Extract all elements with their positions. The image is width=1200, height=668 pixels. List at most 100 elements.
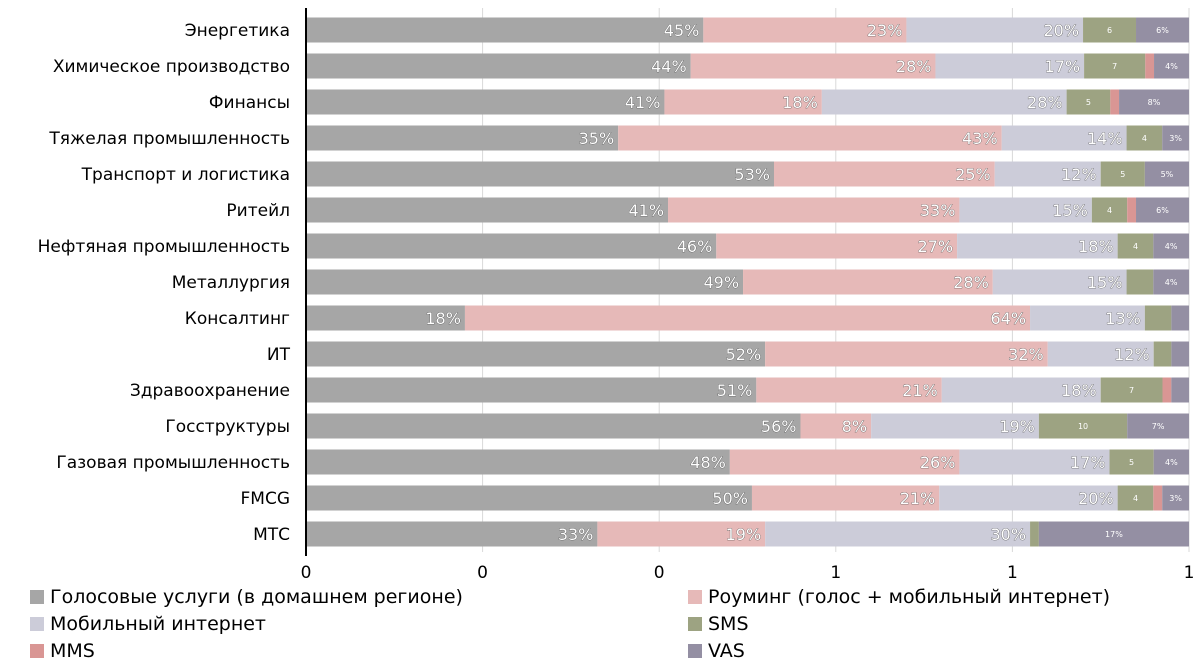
bar-segment xyxy=(306,125,619,151)
data-label: 7% xyxy=(1152,422,1165,431)
bar-segment xyxy=(743,269,993,295)
category-label: Финансы xyxy=(209,93,290,113)
data-label: 32% xyxy=(1008,345,1044,364)
data-label: 3% xyxy=(1169,494,1182,503)
bar-segment xyxy=(1171,341,1189,367)
bar-segment xyxy=(1127,413,1189,439)
data-label: 5% xyxy=(1161,170,1174,179)
bar-segment xyxy=(1171,305,1189,331)
data-label: 4% xyxy=(1165,458,1178,467)
data-label: 12% xyxy=(1114,345,1150,364)
bar-segment xyxy=(941,377,1101,403)
data-label: 50% xyxy=(712,489,748,508)
x-tick-label: 0 xyxy=(301,563,312,583)
data-label: 45% xyxy=(664,21,700,40)
stacked-bar-chart: 45% 23% 20% 6 6%44% 28% 17% 7 4%41% 18% 28% 5 8%35% 4… xyxy=(38,8,1194,583)
bar-segment xyxy=(618,125,1002,151)
data-label: 26% xyxy=(920,453,956,472)
data-labels: 45% 23% 20% 6 6%44% 28% 17% 7 4%41% 18% 28% 5 8%35% 4… xyxy=(425,21,1182,545)
bar-segment xyxy=(306,17,704,43)
legend-swatch xyxy=(688,590,702,604)
data-label: 20% xyxy=(1078,489,1114,508)
bar-segment xyxy=(1030,305,1145,331)
bar-segment xyxy=(1030,521,1039,547)
legend-item: VAS xyxy=(688,640,745,662)
bar-segment xyxy=(1047,341,1154,367)
legend-label: Мобильный интернет xyxy=(50,613,267,635)
data-label: 6% xyxy=(1156,206,1169,215)
data-label: 5 xyxy=(1086,98,1091,107)
data-label: 8% xyxy=(1148,98,1161,107)
legend: Голосовые услуги (в домашнем регионе) Роу… xyxy=(0,586,1200,668)
bar-segment xyxy=(1144,161,1189,187)
bar-segment xyxy=(690,53,936,79)
data-label: 33% xyxy=(920,201,956,220)
data-label: 18% xyxy=(1061,381,1097,400)
data-label: 4 xyxy=(1133,242,1138,251)
category-label: Газовая промышленность xyxy=(56,453,290,473)
bar-segment xyxy=(1144,305,1172,331)
data-label: 13% xyxy=(1105,309,1141,328)
bar-segment xyxy=(729,449,960,475)
bar-segment xyxy=(1162,485,1189,511)
data-label: 44% xyxy=(651,57,687,76)
data-label: 6 xyxy=(1107,26,1112,35)
legend-swatch xyxy=(688,617,702,631)
data-label: 19% xyxy=(999,417,1035,436)
bar-segment xyxy=(1110,89,1120,115)
data-label: 19% xyxy=(726,525,762,544)
bar-segment xyxy=(1145,53,1155,79)
data-label: 18% xyxy=(1078,237,1114,256)
data-label: 4% xyxy=(1165,62,1178,71)
category-labels: Энергетика Химическое производство Финансы… xyxy=(38,21,291,545)
data-label: 56% xyxy=(761,417,797,436)
category-label: МТС xyxy=(253,525,290,545)
category-label: Госструктуры xyxy=(165,417,290,437)
legend-item: SMS xyxy=(688,613,749,635)
bar-segment xyxy=(935,53,1085,79)
legend-label: MMS xyxy=(50,640,95,662)
category-label: FMCG xyxy=(241,489,291,509)
legend-label: VAS xyxy=(708,640,745,662)
bar-segment xyxy=(1117,233,1154,259)
bar-segment xyxy=(306,269,744,295)
legend-item: Роуминг (голос + мобильный интернет) xyxy=(688,586,1110,608)
bar-segment xyxy=(1126,269,1154,295)
bar-segment xyxy=(994,161,1101,187)
bar-segment xyxy=(1127,197,1137,223)
legend-swatch xyxy=(30,590,44,604)
x-tick-label: 1 xyxy=(1007,563,1018,583)
data-label: 25% xyxy=(955,165,991,184)
data-label: 12% xyxy=(1061,165,1097,184)
bar-segment xyxy=(765,521,1031,547)
bar-segment xyxy=(1154,53,1189,79)
bar-segment xyxy=(1153,233,1189,259)
bar-segment xyxy=(1162,377,1172,403)
data-label: 33% xyxy=(558,525,594,544)
data-label: 4% xyxy=(1165,278,1178,287)
bar-segment xyxy=(821,89,1067,115)
category-label: Транспорт и логистика xyxy=(81,165,290,185)
data-label: 41% xyxy=(628,201,664,220)
data-label: 28% xyxy=(896,57,932,76)
category-label: Энергетика xyxy=(185,21,290,41)
legend-item: Голосовые услуги (в домашнем регионе) xyxy=(30,586,463,608)
data-label: 17% xyxy=(1045,57,1081,76)
bar-segment xyxy=(959,449,1110,475)
category-label: Химическое производство xyxy=(53,57,290,77)
bar-segment xyxy=(306,413,801,439)
bar-segment xyxy=(1119,89,1189,115)
category-label: ИТ xyxy=(267,345,291,365)
legend-swatch xyxy=(688,644,702,658)
category-label: Тяжелая промышленность xyxy=(48,129,290,149)
bar-segment xyxy=(800,413,872,439)
bar-segment xyxy=(306,53,691,79)
data-label: 4% xyxy=(1165,242,1178,251)
bar-segment xyxy=(306,89,665,115)
legend-swatch xyxy=(30,617,44,631)
data-label: 7 xyxy=(1112,62,1117,71)
data-label: 53% xyxy=(734,165,770,184)
bar-segment xyxy=(1153,485,1163,511)
bar-segment xyxy=(751,485,940,511)
bar-segment xyxy=(1171,377,1189,403)
